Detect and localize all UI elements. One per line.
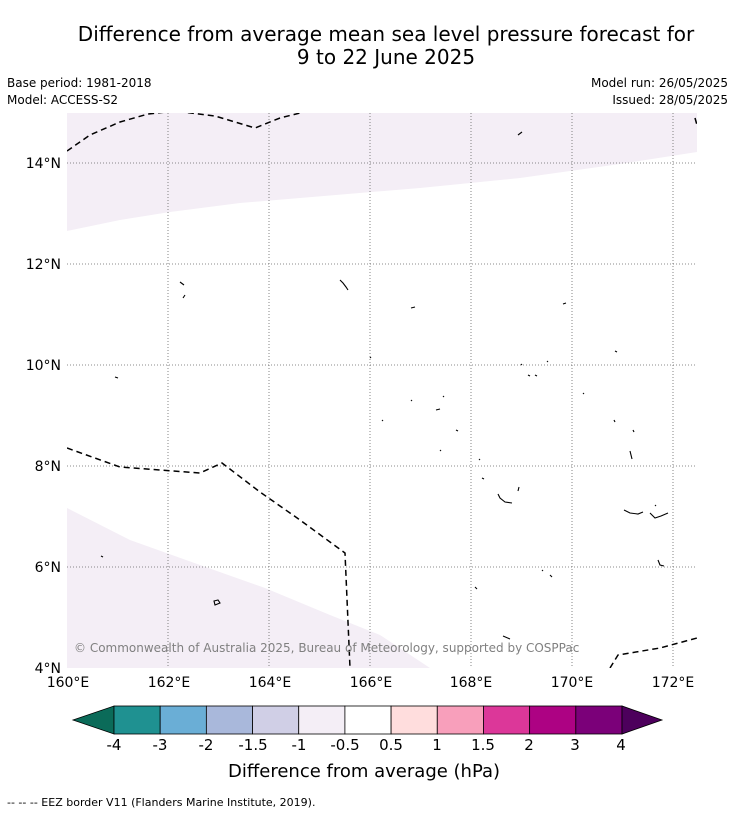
colorbar-tick-label: -3 bbox=[152, 736, 168, 754]
lon-label: 168°E bbox=[450, 675, 493, 691]
island bbox=[541, 569, 544, 572]
colorbar-tick-label: 4 bbox=[616, 736, 626, 754]
island bbox=[114, 376, 119, 379]
island bbox=[582, 392, 585, 395]
colorbar-tick-label: 1 bbox=[432, 736, 442, 754]
lon-label: 170°E bbox=[551, 675, 594, 691]
island bbox=[435, 408, 441, 411]
colorbar-tick-label: 2 bbox=[524, 736, 534, 754]
island bbox=[182, 294, 186, 299]
island bbox=[562, 302, 567, 305]
colorbar-tick-label: -2 bbox=[198, 736, 214, 754]
island bbox=[517, 131, 523, 136]
island bbox=[213, 599, 221, 606]
colorbar-title: Difference from average (hPa) bbox=[228, 761, 501, 782]
island bbox=[439, 449, 442, 452]
colorbar-bin bbox=[390, 705, 438, 735]
island bbox=[478, 458, 481, 461]
island bbox=[654, 504, 657, 507]
island bbox=[549, 574, 553, 578]
island bbox=[613, 419, 616, 423]
colorbar-extend-below bbox=[71, 705, 115, 735]
island bbox=[527, 374, 531, 377]
island bbox=[369, 356, 372, 359]
colorbar-extend-above bbox=[621, 705, 664, 735]
island bbox=[381, 419, 384, 422]
island bbox=[649, 512, 669, 519]
island bbox=[632, 429, 635, 433]
colorbar-tick-label: -1.5 bbox=[238, 736, 268, 754]
island bbox=[339, 279, 349, 291]
lon-label: 166°E bbox=[350, 675, 393, 691]
lat-label: 8°N bbox=[35, 459, 61, 475]
island bbox=[410, 399, 413, 402]
copyright-notice: © Commonwealth of Australia 2025, Bureau… bbox=[74, 641, 580, 655]
eez-border-northeast bbox=[694, 117, 697, 126]
island bbox=[614, 350, 618, 353]
chart-title-line1: Difference from average mean sea level p… bbox=[77, 22, 695, 46]
island bbox=[517, 486, 520, 492]
longitude-labels: 160°E 162°E 164°E 166°E 168°E 170°E 172°… bbox=[47, 675, 695, 691]
colorbar-tick-label: -0.5 bbox=[330, 736, 360, 754]
model-label: Model: ACCESS-S2 bbox=[7, 93, 119, 107]
islands bbox=[100, 131, 669, 640]
colorbar-bin bbox=[575, 705, 623, 735]
island bbox=[629, 450, 633, 460]
island bbox=[442, 395, 445, 398]
colorbar-bin bbox=[113, 705, 161, 735]
island bbox=[100, 555, 104, 558]
model-run-label: Model run: 26/05/2025 bbox=[590, 76, 728, 90]
island bbox=[502, 635, 511, 640]
island bbox=[497, 493, 513, 504]
lat-label: 14°N bbox=[26, 156, 61, 172]
chart-title-line2: 9 to 22 June 2025 bbox=[296, 45, 476, 69]
lon-label: 162°E bbox=[148, 675, 191, 691]
lon-label: 160°E bbox=[47, 675, 90, 691]
colorbar-bin bbox=[298, 705, 346, 735]
lat-label: 12°N bbox=[26, 257, 61, 273]
anomaly-region-southwest bbox=[67, 508, 430, 668]
gridlines bbox=[67, 113, 697, 668]
colorbar-tick-label: 3 bbox=[570, 736, 580, 754]
island bbox=[179, 281, 185, 286]
island bbox=[546, 360, 549, 363]
island bbox=[657, 559, 665, 567]
island bbox=[481, 477, 485, 480]
island bbox=[410, 306, 416, 309]
eez-border-west bbox=[67, 447, 351, 668]
lon-label: 164°E bbox=[249, 675, 292, 691]
lat-label: 10°N bbox=[26, 358, 61, 374]
lat-label: 6°N bbox=[35, 560, 61, 576]
eez-legend-footnote: -- -- -- EEZ border V11 (Flanders Marine… bbox=[7, 796, 316, 809]
colorbar-bin bbox=[436, 705, 484, 735]
eez-borders bbox=[67, 113, 697, 668]
issued-label: Issued: 28/05/2025 bbox=[612, 93, 728, 107]
island bbox=[455, 429, 459, 432]
colorbar-bin bbox=[529, 705, 577, 735]
colorbar-tick-label: -4 bbox=[106, 736, 122, 754]
colorbar bbox=[71, 705, 664, 735]
colorbar-bin bbox=[205, 705, 253, 735]
colorbar-tick-label: -1 bbox=[291, 736, 307, 754]
latitude-labels: 14°N 12°N 10°N 8°N 6°N 4°N bbox=[26, 156, 61, 677]
anomaly-region-north bbox=[67, 113, 697, 231]
island bbox=[623, 509, 644, 515]
colorbar-bin bbox=[252, 705, 300, 735]
colorbar-tick-label: 1.5 bbox=[471, 736, 495, 754]
colorbar-bin bbox=[483, 705, 531, 735]
colorbar-tick-label: 0.5 bbox=[379, 736, 403, 754]
base-period-label: Base period: 1981-2018 bbox=[7, 76, 152, 90]
island bbox=[520, 363, 523, 366]
colorbar-bin bbox=[159, 705, 207, 735]
colorbar-bin bbox=[344, 705, 392, 735]
lon-label: 172°E bbox=[652, 675, 695, 691]
island bbox=[534, 374, 538, 377]
island bbox=[474, 586, 478, 590]
lat-label: 4°N bbox=[35, 661, 61, 677]
